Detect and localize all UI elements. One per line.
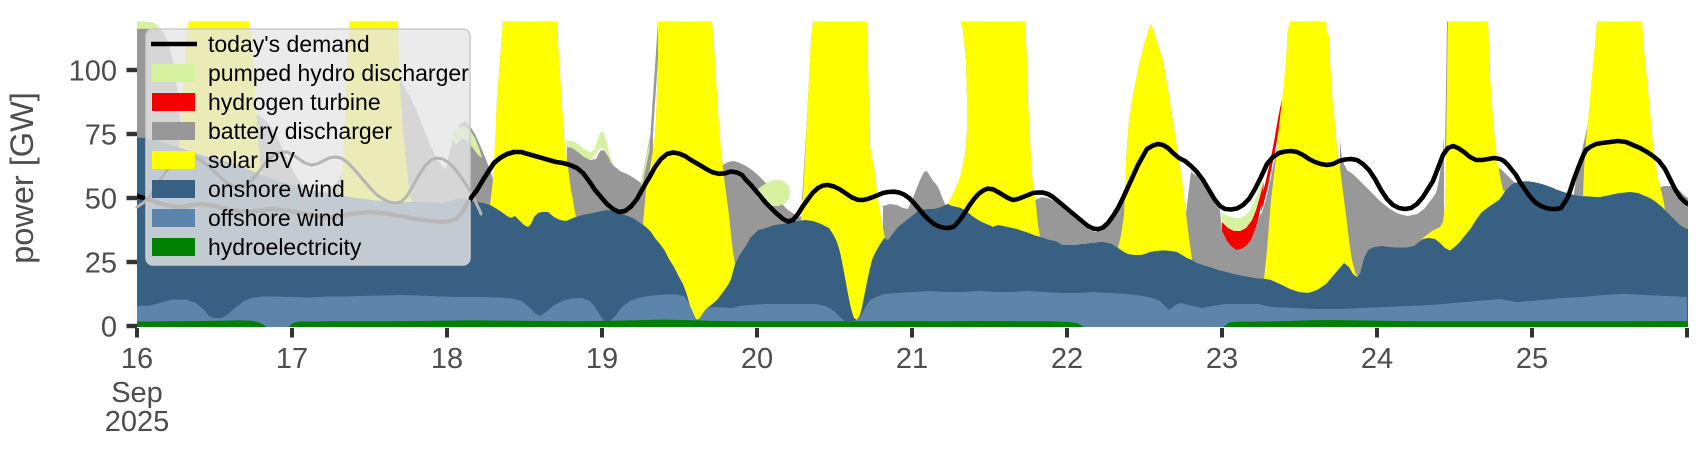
- svg-text:0: 0: [101, 312, 117, 344]
- svg-text:19: 19: [586, 343, 618, 375]
- svg-text:20: 20: [741, 343, 773, 375]
- svg-text:2025: 2025: [105, 406, 170, 438]
- svg-text:hydrogen turbine: hydrogen turbine: [208, 89, 381, 115]
- svg-text:17: 17: [276, 343, 308, 375]
- svg-text:onshore wind: onshore wind: [208, 176, 345, 202]
- svg-text:25: 25: [1516, 343, 1548, 375]
- svg-text:25: 25: [85, 248, 117, 280]
- svg-text:hydroelectricity: hydroelectricity: [208, 234, 362, 260]
- svg-text:75: 75: [85, 120, 117, 152]
- svg-text:18: 18: [431, 343, 463, 375]
- svg-text:21: 21: [896, 343, 928, 375]
- svg-text:16: 16: [121, 343, 153, 375]
- svg-text:pumped hydro discharger: pumped hydro discharger: [208, 60, 469, 86]
- svg-text:battery discharger: battery discharger: [208, 118, 392, 144]
- svg-text:today's demand: today's demand: [208, 31, 370, 57]
- svg-text:23: 23: [1206, 343, 1238, 375]
- svg-text:Sep: Sep: [111, 377, 163, 409]
- svg-text:50: 50: [85, 184, 117, 216]
- svg-text:power [GW]: power [GW]: [4, 92, 40, 264]
- svg-text:100: 100: [69, 56, 117, 88]
- svg-text:offshore wind: offshore wind: [208, 205, 344, 231]
- svg-text:24: 24: [1361, 343, 1393, 375]
- svg-text:solar PV: solar PV: [208, 147, 296, 173]
- svg-text:22: 22: [1051, 343, 1083, 375]
